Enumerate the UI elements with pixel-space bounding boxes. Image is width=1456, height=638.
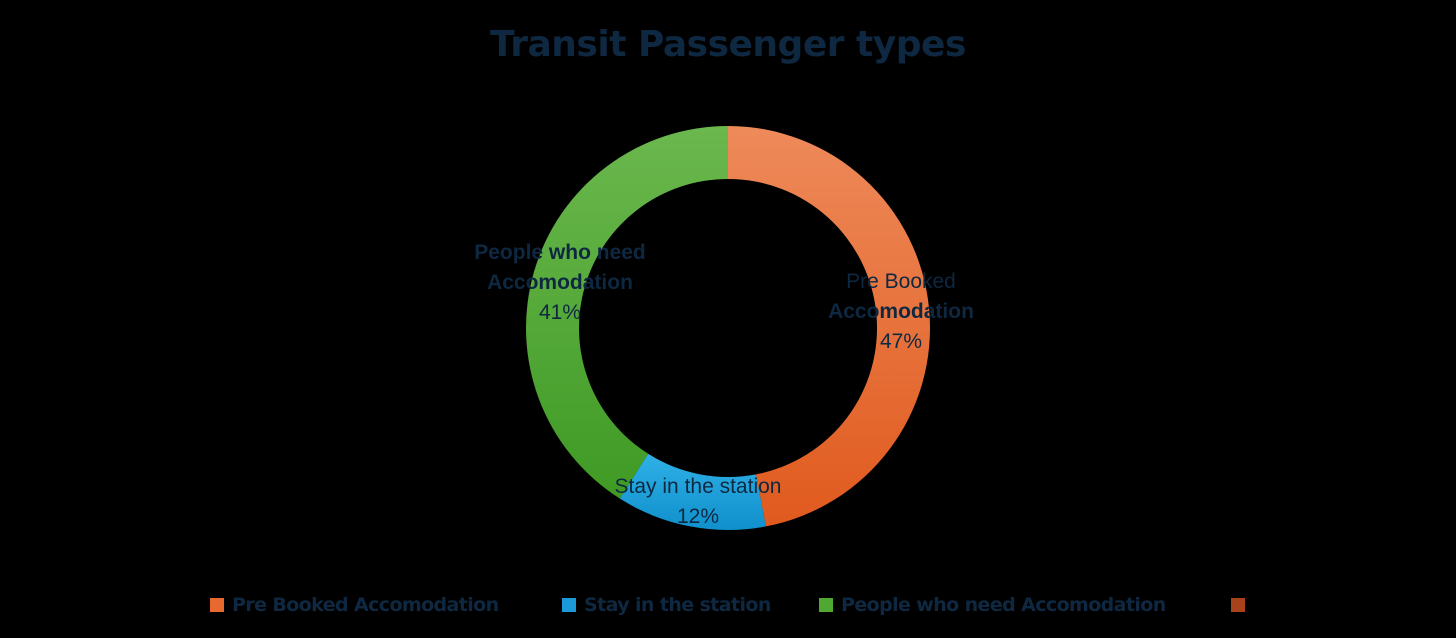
legend-item: People who need Accomodation bbox=[819, 590, 1166, 620]
slice-pre-booked bbox=[728, 126, 930, 527]
legend-item: Pre Booked Accomodation bbox=[210, 590, 499, 620]
data-label-text: Pre Booked bbox=[846, 270, 956, 293]
data-label: People who need Accomodation 41% bbox=[474, 241, 646, 324]
legend-label: Stay in the station bbox=[584, 594, 771, 616]
data-label: Stay in the station 12% bbox=[615, 475, 782, 528]
data-label-percent: 12% bbox=[677, 505, 719, 528]
legend-swatch bbox=[210, 598, 224, 612]
legend-swatch bbox=[562, 598, 576, 612]
chart-title: Transit Passenger types bbox=[490, 24, 966, 65]
data-label-text: Accomodation bbox=[828, 300, 974, 323]
data-label-text: People who need bbox=[474, 241, 646, 264]
data-label-percent: 47% bbox=[880, 330, 922, 353]
slice-stay-in-station bbox=[619, 453, 766, 530]
legend-label: Pre Booked Accomodation bbox=[232, 594, 499, 616]
data-label: Pre Booked Accomodation 47% bbox=[828, 270, 974, 353]
legend-label: People who need Accomodation bbox=[841, 594, 1166, 616]
slice-need-accomodation bbox=[526, 126, 728, 499]
data-label-text: Stay in the station bbox=[615, 475, 782, 498]
legend: Pre Booked Accomodation Stay in the stati… bbox=[0, 590, 1456, 620]
legend-swatch bbox=[819, 598, 833, 612]
data-label-text: Accomodation bbox=[487, 271, 633, 294]
legend-item bbox=[1231, 590, 1253, 620]
legend-item: Stay in the station bbox=[562, 590, 771, 620]
legend-swatch bbox=[1231, 598, 1245, 612]
data-label-percent: 41% bbox=[539, 301, 581, 324]
